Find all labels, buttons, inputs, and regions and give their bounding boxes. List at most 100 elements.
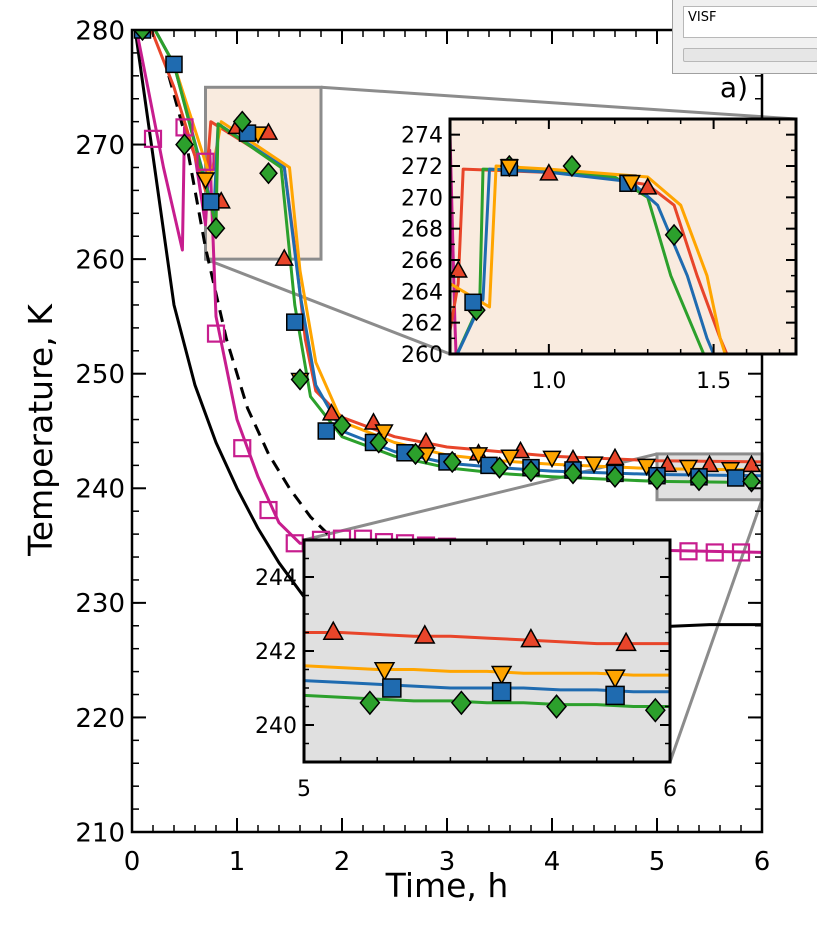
inset_bottom-orange-marker — [373, 662, 396, 682]
x-axis-title: Time, h — [385, 866, 509, 905]
main-y-tick-label: 260 — [75, 246, 125, 276]
inset_top-x-tick-label: 1.5 — [696, 369, 731, 394]
legend-scrollbar[interactable] — [683, 48, 817, 62]
main-blue-marker — [202, 193, 220, 211]
main-y-tick-label: 270 — [75, 131, 125, 161]
main-orange-marker — [542, 450, 562, 469]
inset_top-blue-marker — [464, 293, 482, 312]
inset_top-orange-marker — [499, 159, 519, 177]
main-x-tick-label: 1 — [229, 847, 246, 877]
main-red-marker — [274, 248, 294, 266]
inset_bottom-red-marker — [615, 631, 637, 652]
main-green-marker — [605, 465, 625, 488]
y-axis-title: Temperature, K — [21, 303, 60, 557]
panel-label: a) — [720, 71, 748, 104]
main-x-tick-label: 6 — [754, 847, 771, 877]
main-blue-marker — [165, 55, 183, 74]
inset_top-green-line — [455, 167, 706, 354]
inset_bottom-orange-marker — [490, 665, 513, 686]
main-green-marker — [563, 462, 583, 485]
inset_bottom-red-marker — [322, 620, 345, 640]
main-green-marker — [133, 30, 152, 42]
inset_bottom-red-line — [304, 631, 670, 646]
inset_top-y-tick-label: 270 — [401, 186, 443, 211]
inset_top-y-tick-label: 260 — [401, 343, 443, 368]
inset_bottom-y-tick-label: 244 — [255, 566, 297, 591]
main-red-marker — [605, 447, 625, 466]
main-green-marker — [647, 467, 667, 491]
main-y-tick-label: 210 — [75, 818, 125, 848]
inset_top-green-marker — [562, 154, 582, 178]
main-y-tick-label: 240 — [75, 475, 125, 505]
main-magenta-marker — [196, 152, 215, 171]
inset_bottom-background — [304, 540, 670, 762]
inset_top-y-tick-label: 272 — [401, 155, 443, 180]
inset_bottom-blue-marker — [491, 681, 512, 702]
inset_bottom-blue-marker — [382, 678, 402, 698]
main-blue-marker — [727, 469, 745, 487]
main-black_dashed-line — [167, 75, 333, 539]
inset_bottom-red-marker — [520, 627, 542, 648]
main-green-marker — [490, 456, 509, 479]
legend-widget: VISF — [672, 0, 817, 74]
main-green-marker — [442, 450, 462, 474]
inset_bottom-y-tick-label: 240 — [255, 714, 297, 739]
inset_top-y-tick-label: 262 — [401, 312, 443, 337]
inset_top-red-marker — [638, 177, 658, 195]
main-orange-marker — [195, 172, 216, 190]
main-x-tick-label: 3 — [439, 847, 456, 877]
inset_bottom-y-tick-label: 242 — [255, 640, 297, 665]
main-y-tick-label: 220 — [75, 704, 125, 734]
main-green-marker — [259, 162, 278, 185]
main-blue-marker — [317, 422, 335, 440]
inset_top-green-marker — [664, 223, 684, 247]
main-y-tick-label: 280 — [75, 16, 125, 46]
inset_bottom-x-tick-label: 6 — [663, 777, 677, 802]
inset-bottom-plot: 5 6 240 242 244 — [255, 538, 677, 802]
main-magenta-marker — [206, 324, 226, 343]
inset_top-y-tick-label: 266 — [401, 249, 443, 274]
zoom-connector — [320, 85, 797, 121]
inset_top-red-marker — [539, 163, 559, 181]
main-magenta-marker — [731, 543, 751, 562]
main-orange-marker — [500, 449, 520, 467]
main-green-marker — [175, 133, 194, 156]
main-y-tick-label: 230 — [75, 589, 125, 619]
inset-top-plot: 1.0 1.5 260 262 264 266 268 270 272 274 — [401, 117, 798, 394]
inset_top-y-tick-label: 264 — [401, 280, 443, 305]
inset_bottom-blue-marker — [605, 685, 625, 706]
main-plot: 0 1 2 3 4 5 6 210 220 230 240 250 260 270 280 — [75, 16, 771, 877]
main-orange-marker — [468, 447, 489, 465]
main-green-marker — [206, 217, 226, 240]
inset_bottom-green-marker — [546, 694, 567, 719]
main-green-marker — [521, 459, 541, 483]
main-magenta-marker — [679, 542, 698, 561]
main-green-marker — [232, 110, 252, 133]
main-magenta-marker — [143, 129, 163, 148]
main-x-tick-label: 0 — [124, 847, 141, 877]
main-green-marker — [742, 470, 761, 493]
main-red-marker — [321, 403, 342, 421]
inset_top-y-tick-label: 274 — [401, 124, 443, 149]
inset_top-background — [450, 119, 796, 354]
inset_bottom-orange-marker — [604, 669, 626, 689]
main-green-marker — [332, 414, 352, 437]
main-magenta-marker — [233, 439, 252, 458]
inset_bottom-red-marker — [414, 624, 436, 644]
main-orange-marker — [584, 456, 604, 474]
inset_top-x-tick-label: 1.0 — [531, 369, 566, 394]
inset_bottom-x-tick-label: 5 — [297, 777, 311, 802]
main-x-tick-label: 2 — [334, 847, 351, 877]
inset_bottom-green-marker — [359, 690, 381, 716]
main-magenta-marker — [705, 543, 724, 562]
legend-name-field[interactable]: VISF — [683, 6, 817, 38]
main-red-marker — [699, 454, 720, 473]
main-blue-marker — [286, 313, 304, 331]
main-y-tick-label: 250 — [75, 360, 125, 390]
zoom-connector — [204, 257, 451, 356]
inset_top-red-marker — [450, 260, 468, 278]
inset_bottom-data-area — [304, 620, 670, 723]
main-green-marker — [689, 469, 709, 492]
main-green-marker — [406, 442, 425, 466]
